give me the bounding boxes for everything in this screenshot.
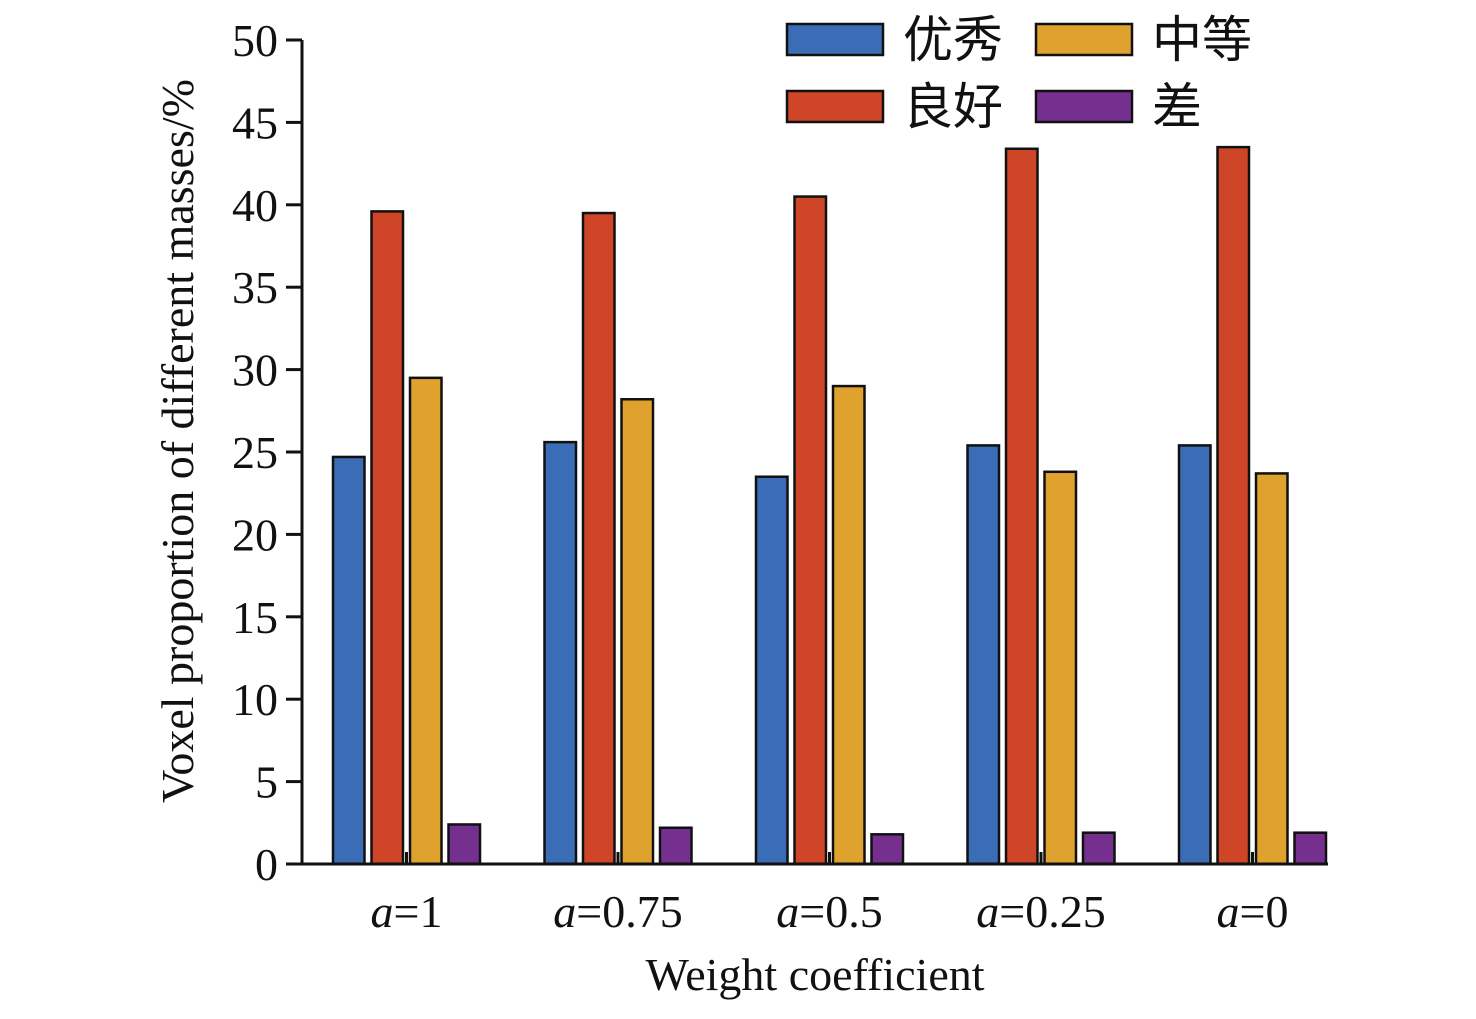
legend-swatch bbox=[1034, 89, 1134, 124]
y-tick-label: 50 bbox=[232, 15, 278, 66]
legend-label: 差 bbox=[1152, 78, 1202, 136]
legend-swatch bbox=[785, 22, 885, 57]
x-tick-label: a=0.75 bbox=[553, 886, 682, 937]
bar bbox=[658, 826, 693, 866]
x-tick-label: a=0.25 bbox=[976, 886, 1105, 937]
y-ticks: 0 5 10 15 20 25 30 35 40 45 50 bbox=[232, 15, 302, 890]
bar bbox=[581, 211, 616, 866]
legend-swatch bbox=[1034, 22, 1134, 57]
y-tick-label: 15 bbox=[232, 592, 278, 643]
bar bbox=[1216, 145, 1251, 866]
x-tick-label: a=0 bbox=[1217, 886, 1289, 937]
bar bbox=[1254, 472, 1289, 866]
legend-label: 中等 bbox=[1152, 11, 1252, 69]
x-axis-title: Weight coefficient bbox=[645, 949, 984, 1000]
bar bbox=[408, 376, 443, 866]
bar bbox=[1081, 831, 1116, 866]
y-tick-label: 40 bbox=[232, 180, 278, 231]
x-ticks: a=1 a=0.75 a=0.5 a=0.25 a=0 bbox=[371, 852, 1289, 937]
y-tick-label: 35 bbox=[232, 262, 278, 313]
x-tick-label: a=0.5 bbox=[776, 886, 882, 937]
bar bbox=[331, 455, 366, 866]
y-tick-label: 45 bbox=[232, 97, 278, 148]
bar bbox=[1177, 444, 1212, 866]
legend-label: 良好 bbox=[903, 78, 1003, 136]
y-tick-label: 25 bbox=[232, 427, 278, 478]
legend-label: 优秀 bbox=[903, 11, 1003, 69]
bar bbox=[447, 823, 482, 866]
bar bbox=[1043, 470, 1078, 866]
legend-swatch bbox=[785, 89, 885, 124]
y-tick-label: 20 bbox=[232, 509, 278, 560]
bar bbox=[1293, 831, 1328, 866]
bar bbox=[831, 384, 866, 866]
bar bbox=[754, 475, 789, 866]
y-tick-label: 30 bbox=[232, 345, 278, 396]
bar bbox=[620, 398, 655, 866]
y-axis-title: Voxel proportion of different masses/% bbox=[152, 79, 203, 803]
y-tick-label: 0 bbox=[255, 839, 278, 890]
y-tick-label: 5 bbox=[255, 757, 278, 808]
x-tick-label: a=1 bbox=[371, 886, 443, 937]
y-tick-label: 10 bbox=[232, 674, 278, 725]
bar bbox=[543, 440, 578, 866]
bar bbox=[793, 195, 828, 866]
bar bbox=[370, 210, 405, 866]
bar bbox=[870, 833, 905, 866]
bar bbox=[1004, 147, 1039, 866]
bars-layer bbox=[331, 145, 1328, 866]
bar bbox=[966, 444, 1001, 866]
